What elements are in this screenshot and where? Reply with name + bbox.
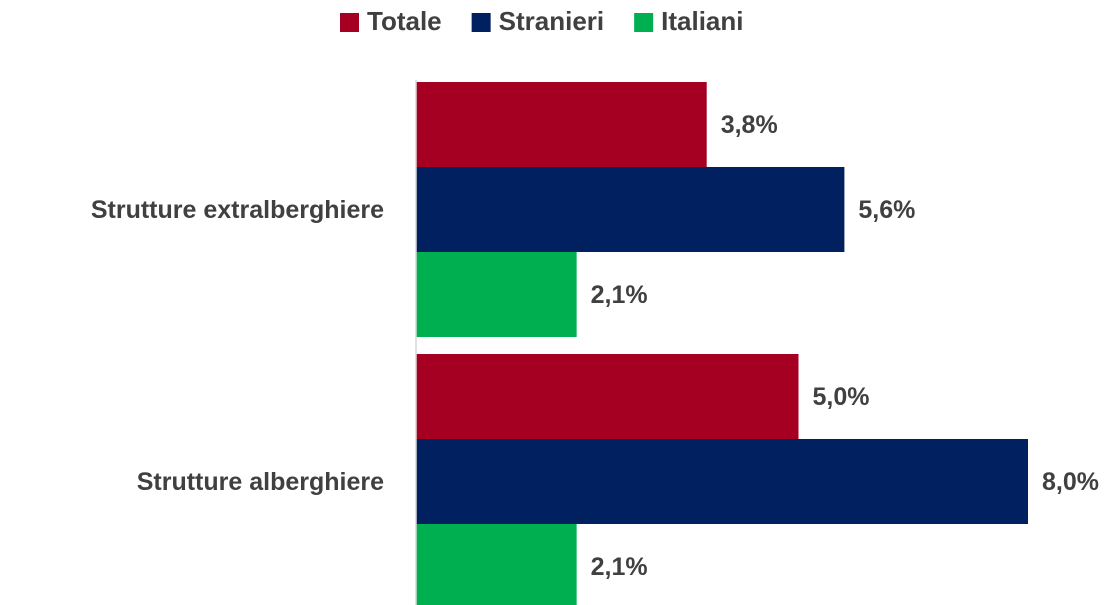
value-label: 5,6% xyxy=(858,196,915,224)
legend-label: Italiani xyxy=(661,6,743,36)
bar xyxy=(416,439,1028,524)
category-label: Strutture alberghiere xyxy=(137,468,384,496)
legend-swatch xyxy=(471,13,491,32)
legend-swatch xyxy=(340,13,359,32)
bar xyxy=(416,252,577,337)
bar xyxy=(416,354,799,439)
category-label: Strutture extralberghiere xyxy=(91,196,384,224)
legend-swatch xyxy=(634,13,654,32)
legend-label: Stranieri xyxy=(499,6,605,36)
bar xyxy=(416,524,577,605)
value-label: 3,8% xyxy=(721,111,778,139)
bar xyxy=(416,167,845,252)
value-label: 8,0% xyxy=(1042,468,1099,496)
bar xyxy=(416,82,707,167)
value-label: 2,1% xyxy=(591,281,648,309)
value-label: 2,1% xyxy=(591,553,648,581)
value-label: 5,0% xyxy=(813,383,870,411)
legend-label: Totale xyxy=(367,6,442,36)
